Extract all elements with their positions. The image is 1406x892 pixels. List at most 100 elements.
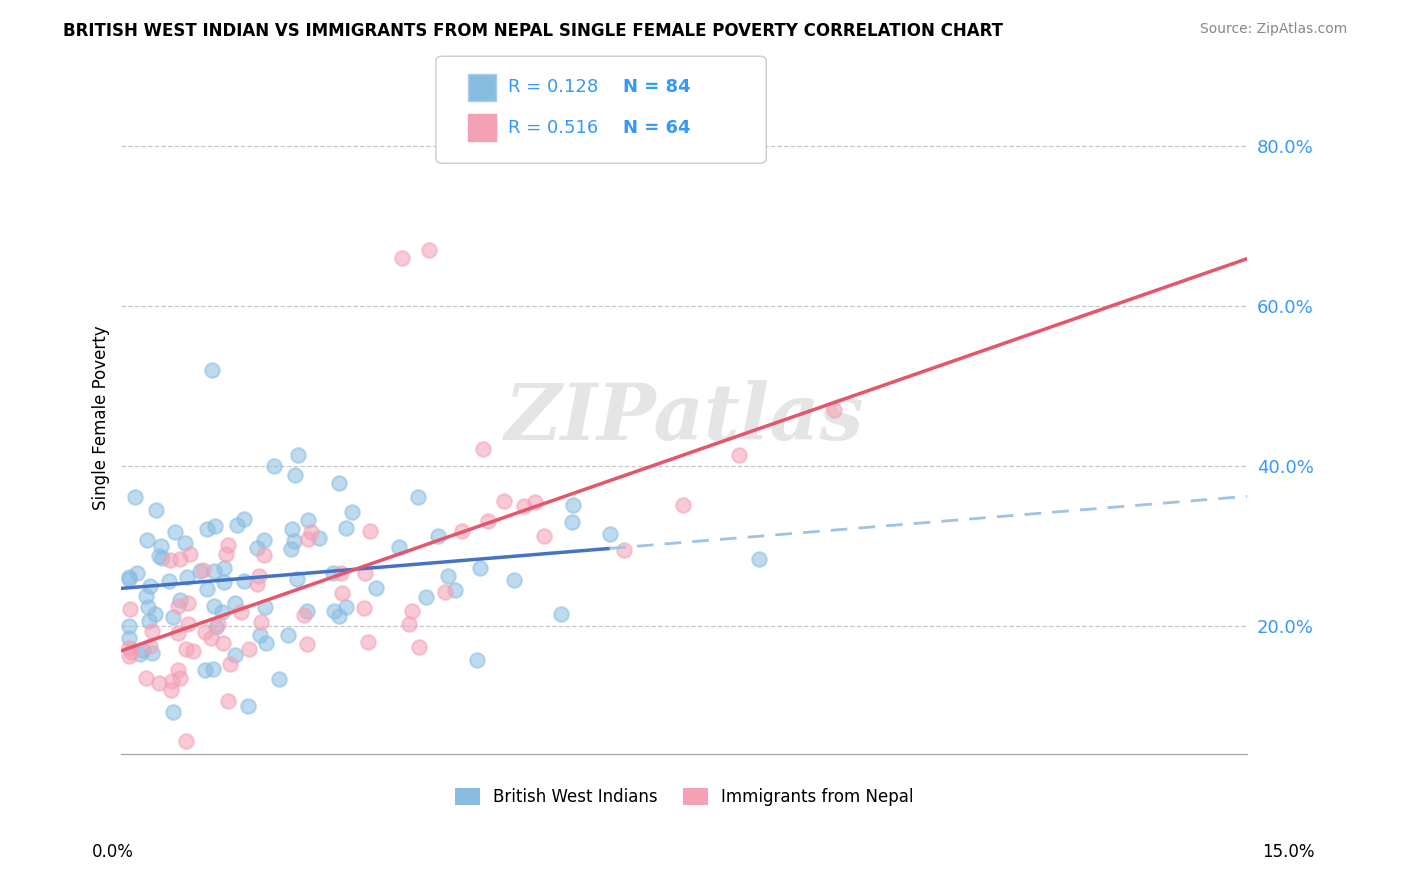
Point [231,605,253,619]
Point [353,601,375,615]
Point [354,566,377,580]
Point [195,523,218,537]
Point [211,605,233,619]
Point [297,533,319,547]
Point [132,643,155,657]
Point [253,548,276,562]
Point [169,552,191,566]
Point [280,542,302,557]
Point [477,514,499,528]
Point [177,596,200,610]
Text: N = 84: N = 84 [623,78,690,96]
Point [135,533,157,548]
Point [167,626,190,640]
Point [247,569,270,583]
Point [253,599,276,614]
Point [118,570,141,584]
Point [672,498,695,512]
Point [150,551,173,566]
Point [169,671,191,685]
Point [218,694,240,708]
Point [212,636,235,650]
Point [200,631,222,645]
Point [267,672,290,686]
Point [118,619,141,633]
Point [494,494,516,508]
Point [613,543,636,558]
Point [253,533,276,547]
Point [249,627,271,641]
Text: ZIPatlas: ZIPatlas [505,380,863,457]
Point [138,614,160,628]
Point [124,490,146,504]
Point [408,640,430,654]
Point [215,547,238,561]
Text: R = 0.516: R = 0.516 [508,119,598,136]
Point [214,574,236,589]
Point [118,631,141,645]
Point [246,541,269,555]
Point [340,506,363,520]
Point [181,644,204,658]
Point [426,529,449,543]
Point [145,503,167,517]
Point [468,561,491,575]
Text: N = 64: N = 64 [623,119,690,136]
Point [335,600,357,615]
Point [233,574,256,589]
Point [193,663,215,677]
Point [120,645,142,659]
Point [472,442,495,456]
Point [561,499,583,513]
Point [323,604,346,618]
Point [443,583,465,598]
Point [418,243,440,257]
Point [238,641,260,656]
Point [415,590,437,604]
Point [202,599,225,613]
Point [177,617,200,632]
Point [727,448,749,462]
Point [141,646,163,660]
Point [437,569,460,583]
Point [139,639,162,653]
Point [465,652,488,666]
Point [823,403,845,417]
Point [287,448,309,462]
Legend: British West Indians, Immigrants from Nepal: British West Indians, Immigrants from Ne… [449,781,921,814]
Point [263,458,285,473]
Point [283,534,305,549]
Point [297,513,319,527]
Point [118,572,141,586]
Point [128,647,150,661]
Point [297,604,319,618]
Point [533,529,555,543]
Point [159,553,181,567]
Point [217,538,239,552]
Point [250,615,273,629]
Point [391,251,413,265]
Point [143,607,166,621]
Text: R = 0.128: R = 0.128 [508,78,598,96]
Point [299,525,322,540]
Point [561,515,583,529]
Point [212,561,235,575]
Point [138,578,160,592]
Point [162,610,184,624]
Point [401,604,423,618]
Point [330,566,353,580]
Point [224,648,246,662]
Point [159,682,181,697]
Point [174,536,197,550]
Point [366,581,388,595]
Point [118,648,141,663]
Point [513,499,536,513]
Point [238,698,260,713]
Text: BRITISH WEST INDIAN VS IMMIGRANTS FROM NEPAL SINGLE FEMALE POVERTY CORRELATION C: BRITISH WEST INDIAN VS IMMIGRANTS FROM N… [63,22,1004,40]
Point [523,495,546,509]
Point [218,657,240,671]
Point [287,572,309,586]
Point [433,585,456,599]
Point [135,589,157,603]
Point [748,551,770,566]
